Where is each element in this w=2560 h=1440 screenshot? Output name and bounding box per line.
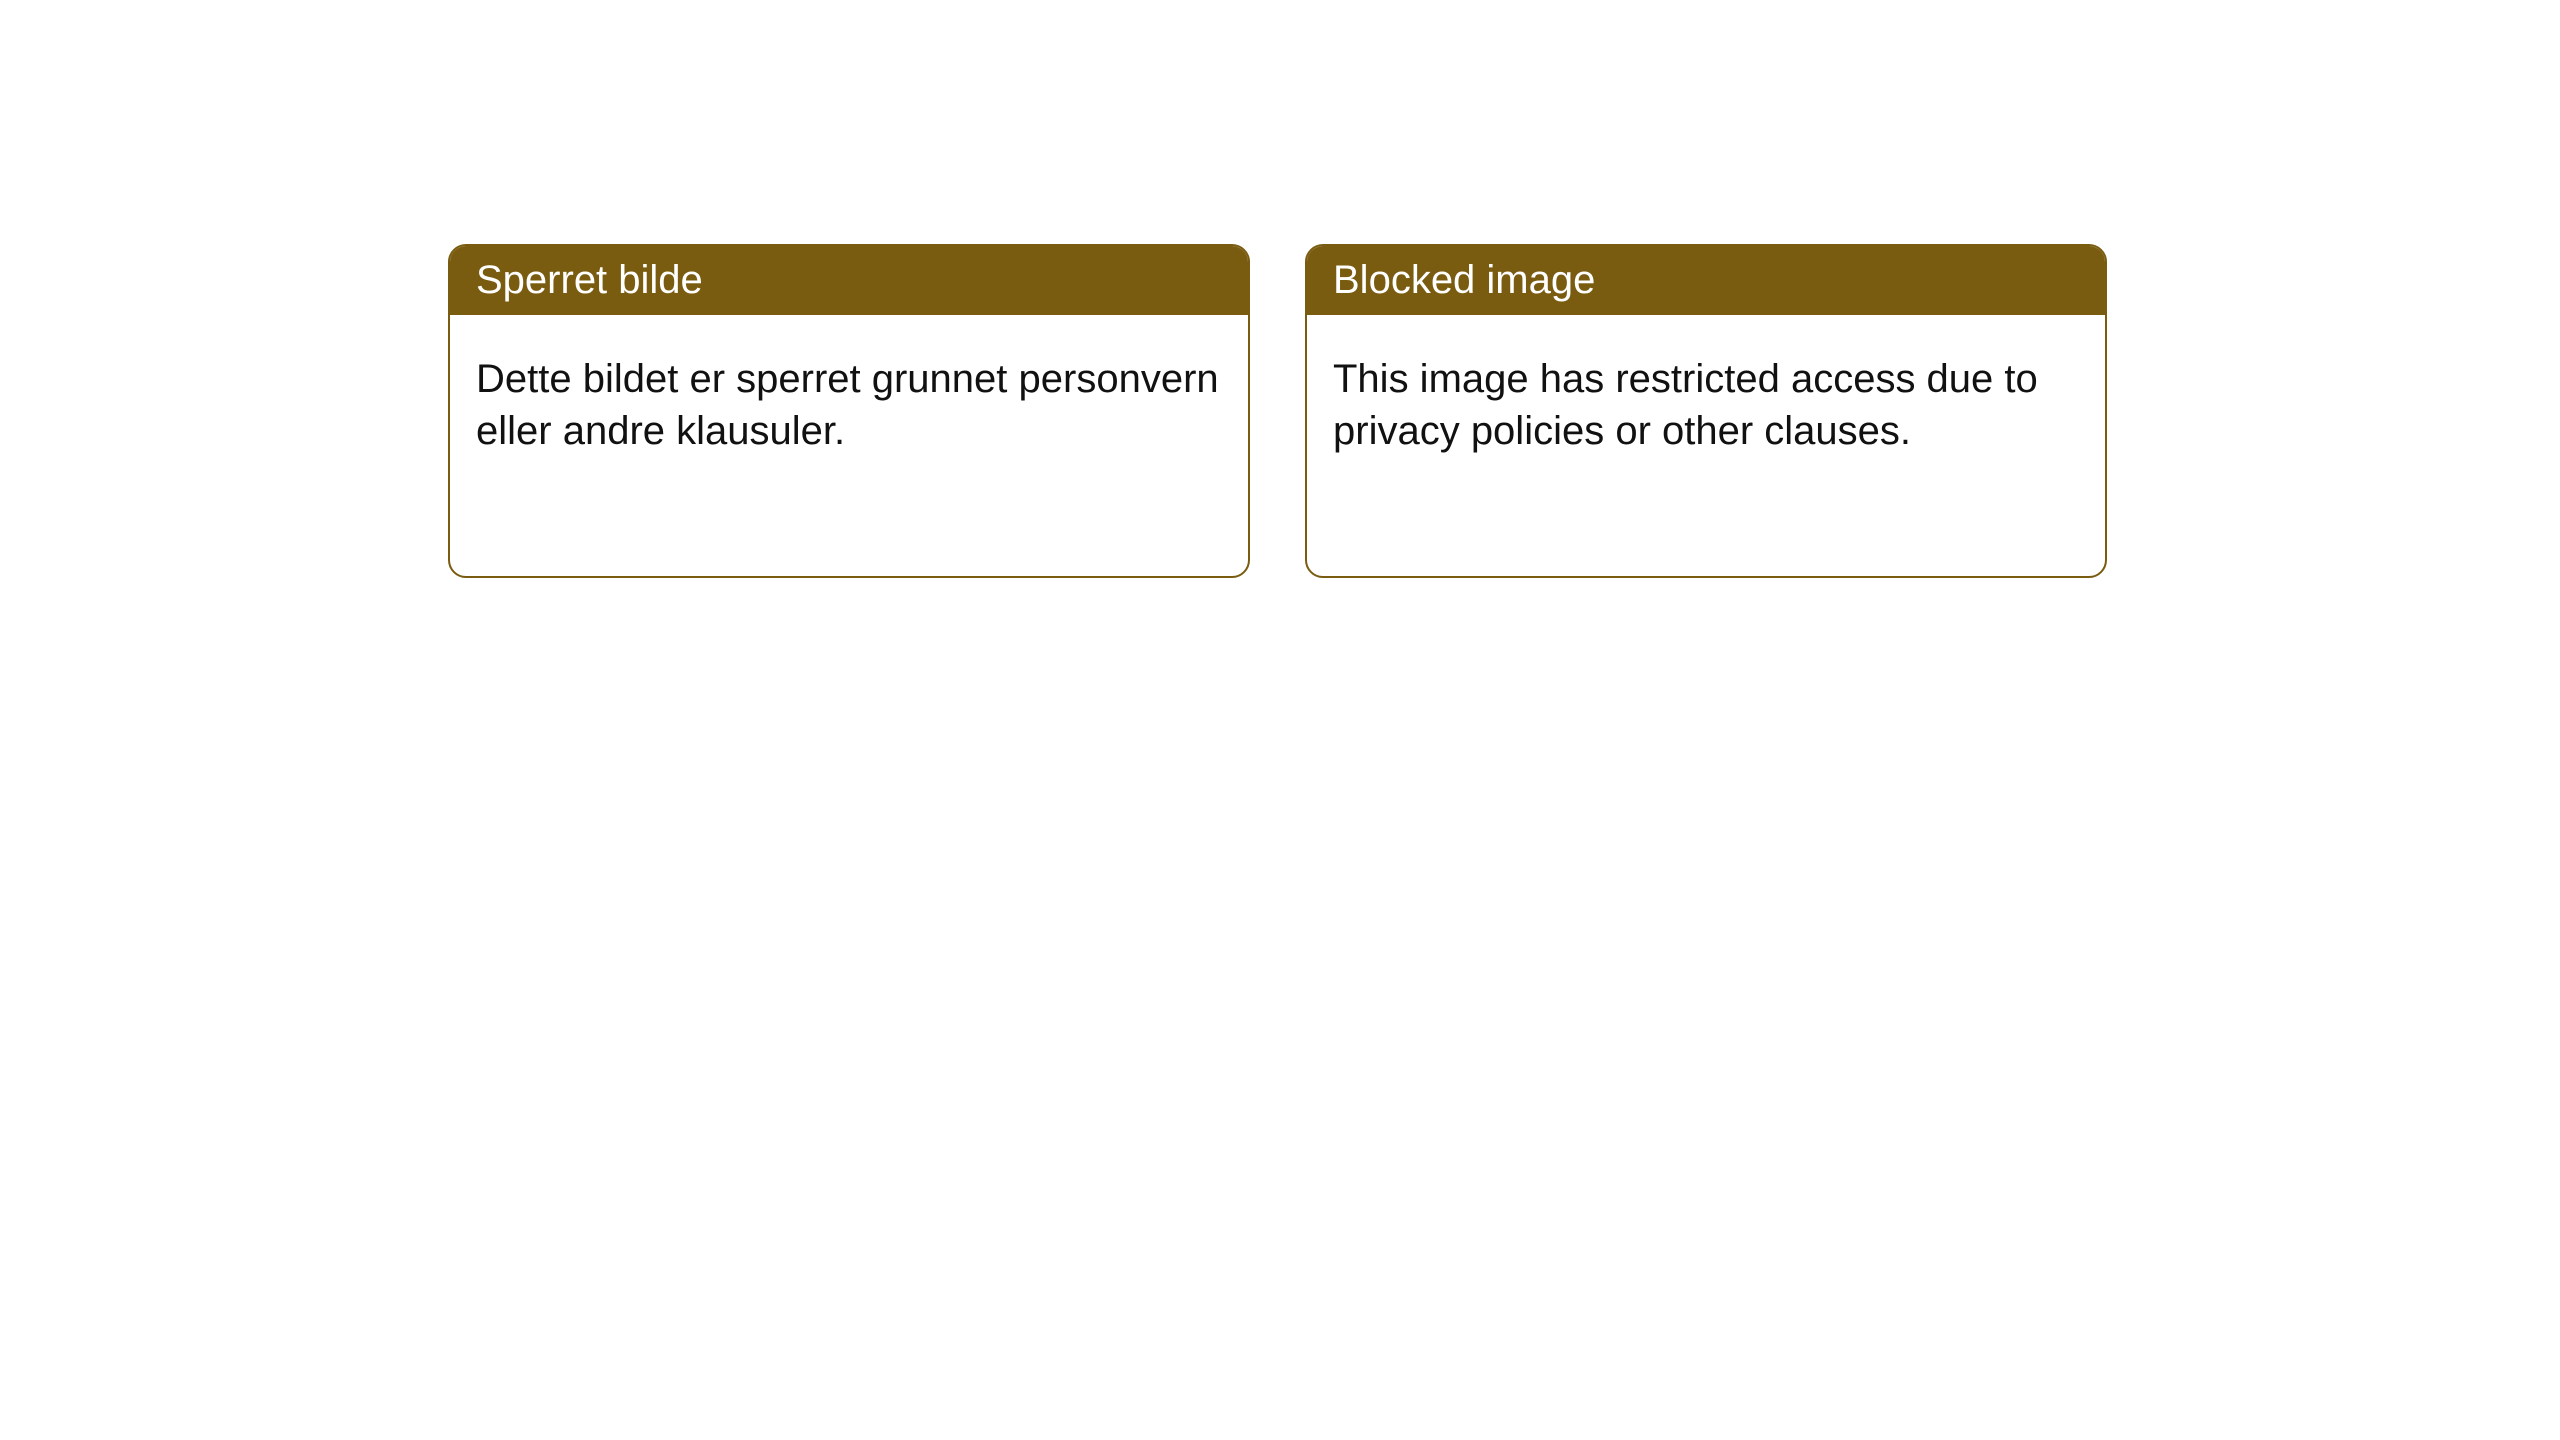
notice-title: Sperret bilde (476, 258, 703, 302)
notice-card-english: Blocked image This image has restricted … (1305, 244, 2107, 578)
notice-title: Blocked image (1333, 258, 1595, 302)
notice-body: This image has restricted access due to … (1307, 315, 2105, 495)
notice-text: Dette bildet er sperret grunnet personve… (476, 357, 1219, 453)
notice-card-norwegian: Sperret bilde Dette bildet er sperret gr… (448, 244, 1250, 578)
notice-header: Blocked image (1307, 246, 2105, 315)
notice-header: Sperret bilde (450, 246, 1248, 315)
notice-body: Dette bildet er sperret grunnet personve… (450, 315, 1248, 495)
notice-text: This image has restricted access due to … (1333, 357, 2038, 453)
notice-container: Sperret bilde Dette bildet er sperret gr… (448, 244, 2107, 578)
